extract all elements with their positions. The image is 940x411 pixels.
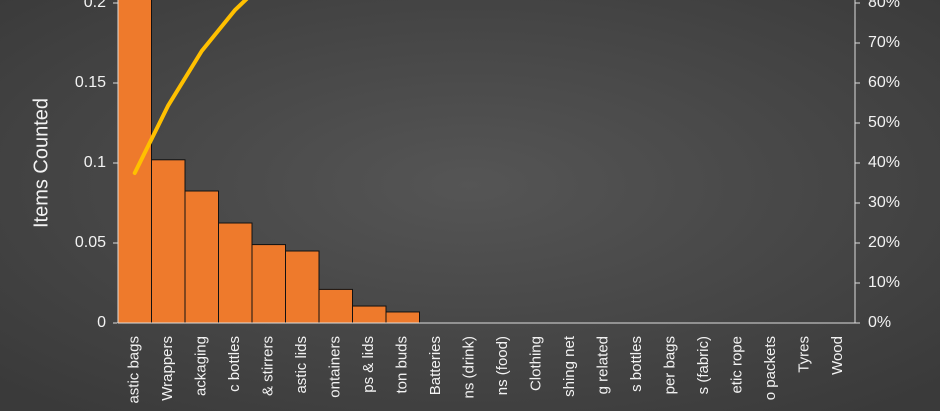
bar: [385, 311, 420, 324]
x-tick-label: per bags: [662, 336, 679, 394]
x-tick-label: g related: [595, 336, 612, 394]
x-tick-label: ackaging: [193, 336, 210, 396]
y2-tick-label: 0%: [868, 314, 891, 331]
y-axis-title: Items Counted: [30, 98, 52, 228]
bar: [352, 305, 387, 324]
bar: [184, 190, 219, 324]
y2-tick-label: 50%: [868, 114, 900, 131]
y-tick-label: 0.1: [84, 154, 106, 171]
x-tick-label: Tyres: [796, 336, 813, 373]
x-tick-label: astic lids: [293, 336, 310, 394]
y2-tick-label: 80%: [868, 0, 900, 11]
x-tick-label: Wrappers: [159, 336, 176, 401]
x-tick-label: ps & lids: [360, 336, 377, 393]
x-tick-label: ns (drink): [461, 336, 478, 399]
y2-tick-label: 60%: [868, 74, 900, 91]
y2-tick-label: 20%: [868, 234, 900, 251]
x-tick-label: ns (food): [494, 336, 511, 395]
bar: [218, 222, 253, 324]
x-tick-label: Wood: [829, 336, 846, 375]
x-tick-label: Batteries: [427, 336, 444, 395]
y-tick-label: 0.05: [75, 234, 106, 251]
x-tick-label: ton buds: [394, 336, 411, 394]
x-tick-label: s (fabric): [695, 336, 712, 394]
x-tick-label: shing net: [561, 335, 578, 397]
x-tick-label: c bottles: [226, 336, 243, 392]
x-tick-label: o packets: [762, 336, 779, 400]
x-tick-label: & stirrers: [260, 336, 277, 396]
y-tick-label: 0: [97, 314, 106, 331]
x-tick-label: astic bags: [126, 336, 143, 404]
x-tick-label: ontainers: [327, 336, 344, 398]
y2-tick-label: 70%: [868, 34, 900, 51]
bar: [251, 244, 286, 324]
bar: [285, 250, 320, 324]
y-tick-label: 0.2: [84, 0, 106, 11]
bar: [117, 0, 152, 324]
y-tick-label: 0.15: [75, 74, 106, 91]
x-tick-label: s bottles: [628, 336, 645, 392]
x-tick-label: Clothing: [528, 336, 545, 391]
bar: [151, 159, 186, 324]
y2-tick-label: 10%: [868, 274, 900, 291]
x-tick-label: etic rope: [729, 336, 746, 394]
y2-tick-label: 40%: [868, 154, 900, 171]
bar: [318, 288, 353, 324]
y2-tick-label: 30%: [868, 194, 900, 211]
